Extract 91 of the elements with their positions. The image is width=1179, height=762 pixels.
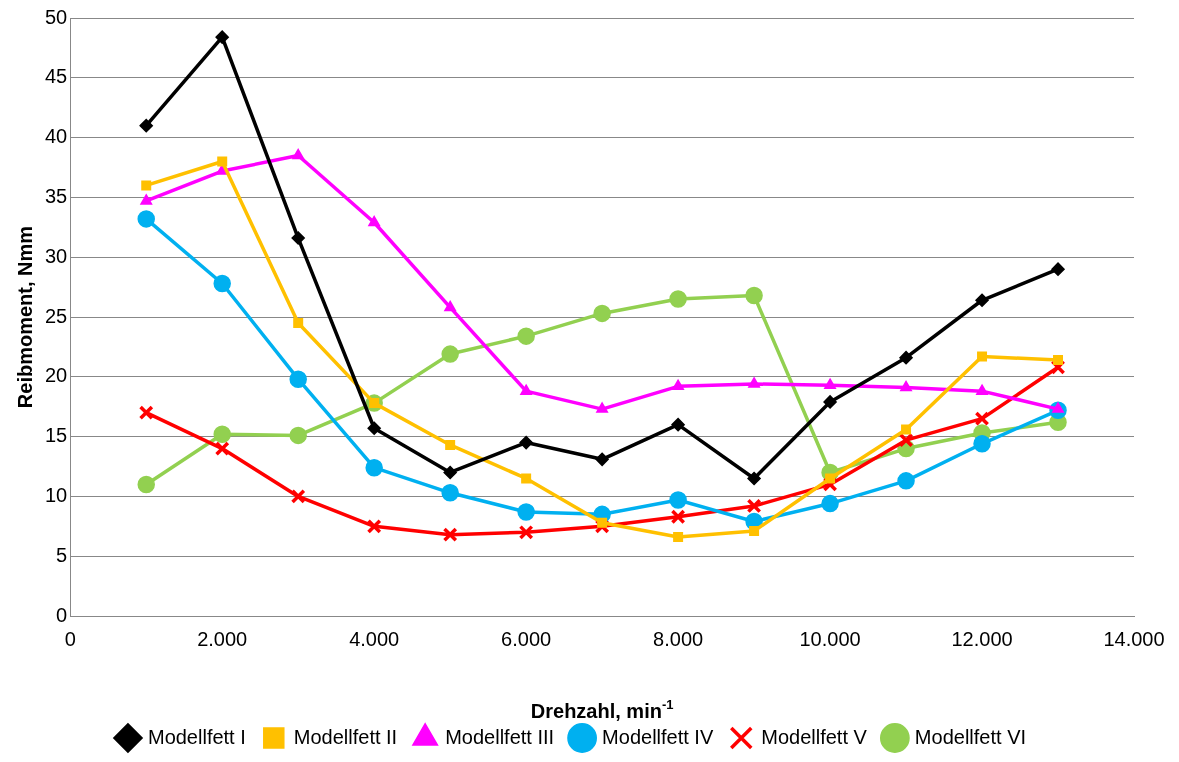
point: [823, 395, 837, 409]
x-tick-label: 10.000: [799, 627, 861, 650]
point: [366, 518, 382, 534]
point: [596, 402, 609, 413]
point: [897, 472, 915, 490]
point: [671, 417, 685, 432]
point: [822, 477, 838, 492]
x-tick-label: 6.000: [501, 627, 552, 650]
y-tick-label: 5: [56, 543, 68, 566]
point: [519, 435, 533, 450]
x-tick-label: 2.000: [197, 627, 248, 650]
point: [140, 194, 153, 205]
y-tick-label: 15: [45, 424, 68, 447]
point: [898, 432, 914, 448]
point: [1050, 359, 1066, 375]
point: [899, 350, 913, 365]
y-tick-label: 25: [45, 304, 68, 327]
point: [139, 118, 153, 133]
point: [290, 488, 306, 504]
point: [365, 458, 383, 477]
y-tick-label: 20: [45, 364, 68, 387]
point: [138, 405, 154, 421]
point: [520, 384, 533, 395]
y-tick-label: 30: [45, 244, 68, 267]
point: [137, 210, 155, 228]
point: [900, 380, 912, 392]
x-tick-label: 8.000: [653, 627, 704, 650]
point: [825, 473, 836, 484]
point: [749, 526, 760, 537]
point: [672, 379, 685, 391]
point: [289, 426, 307, 445]
x-tick-label: 4.000: [349, 627, 400, 650]
legend-label: Modellfett III: [445, 725, 555, 748]
point: [137, 475, 155, 494]
point: [215, 30, 229, 44]
point: [141, 180, 152, 191]
point: [974, 411, 990, 427]
y-tick-label: 10: [45, 483, 68, 506]
y-tick-label: 45: [45, 65, 68, 88]
legend-label: Modellfett V: [761, 725, 868, 748]
y-tick-label: 0: [56, 603, 68, 626]
point: [217, 156, 228, 167]
point: [746, 498, 762, 514]
point: [597, 517, 608, 528]
point: [443, 465, 457, 480]
point: [441, 484, 459, 502]
x-tick-label: 14.000: [1103, 627, 1165, 650]
point: [1051, 262, 1065, 276]
point: [213, 425, 231, 443]
point: [291, 231, 305, 245]
point: [669, 290, 687, 308]
point: [214, 441, 230, 456]
point: [747, 471, 761, 486]
point: [824, 378, 837, 389]
point: [444, 300, 457, 312]
point: [367, 421, 381, 435]
y-tick-label: 35: [45, 184, 68, 207]
legend-label: Modellfett II: [293, 725, 398, 748]
point: [289, 370, 307, 388]
point: [517, 503, 535, 521]
point: [518, 524, 534, 540]
point: [670, 509, 686, 525]
point: [445, 439, 456, 450]
y-tick-label: 50: [45, 5, 68, 28]
point: [973, 435, 991, 453]
point: [213, 274, 231, 293]
point: [977, 351, 988, 362]
point: [441, 345, 459, 363]
point: [517, 327, 535, 345]
y-tick-label: 40: [45, 125, 68, 148]
point: [368, 215, 381, 227]
legend-label: Modellfett I: [147, 725, 246, 748]
point: [442, 527, 458, 543]
point: [821, 494, 839, 513]
point: [976, 384, 988, 395]
point: [292, 148, 305, 160]
point: [595, 452, 609, 467]
point: [293, 317, 304, 328]
point: [901, 424, 912, 435]
point: [975, 293, 989, 308]
point: [745, 286, 763, 305]
point: [748, 377, 761, 388]
point: [673, 532, 684, 543]
point: [593, 304, 611, 323]
legend-label: Modellfett IV: [602, 725, 714, 748]
point: [669, 491, 687, 509]
y-axis-title: Reibmoment, Nmm: [13, 225, 36, 409]
point: [1053, 355, 1064, 366]
legend-label: Modellfett VI: [914, 725, 1027, 748]
point: [521, 473, 532, 484]
x-tick-label: 12.000: [951, 627, 1013, 650]
